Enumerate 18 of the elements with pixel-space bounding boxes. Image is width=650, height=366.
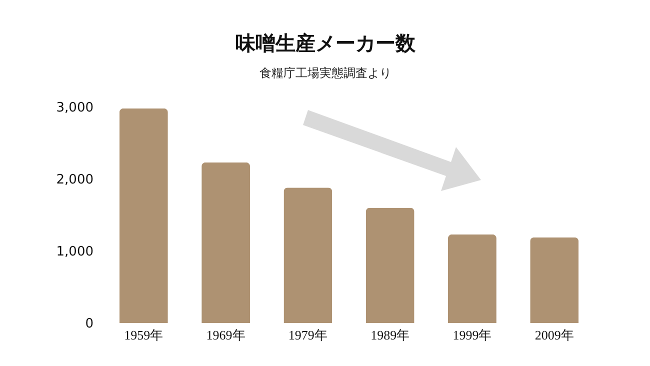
x-tick-label: 1969年 bbox=[206, 328, 246, 342]
x-tick-label: 2009年 bbox=[534, 328, 574, 342]
x-tick-label: 1989年 bbox=[370, 328, 410, 342]
bar bbox=[284, 188, 332, 323]
bar bbox=[119, 108, 168, 323]
bar bbox=[448, 234, 496, 323]
y-tick-label: 0 bbox=[85, 316, 94, 332]
chart-subtitle: 食糧庁工場実態調査より bbox=[259, 66, 392, 80]
x-tick-label: 1999年 bbox=[452, 328, 492, 342]
y-tick-label: 2,000 bbox=[56, 172, 94, 188]
chart-title: 味噌生産メーカー数 bbox=[235, 31, 416, 55]
bar bbox=[530, 237, 579, 323]
x-tick-label: 1979年 bbox=[288, 328, 328, 342]
x-tick-label: 1959年 bbox=[124, 328, 164, 342]
bar bbox=[366, 208, 414, 323]
bar bbox=[202, 162, 250, 323]
y-tick-label: 1,000 bbox=[56, 244, 94, 260]
y-tick-label: 3,000 bbox=[56, 100, 94, 116]
